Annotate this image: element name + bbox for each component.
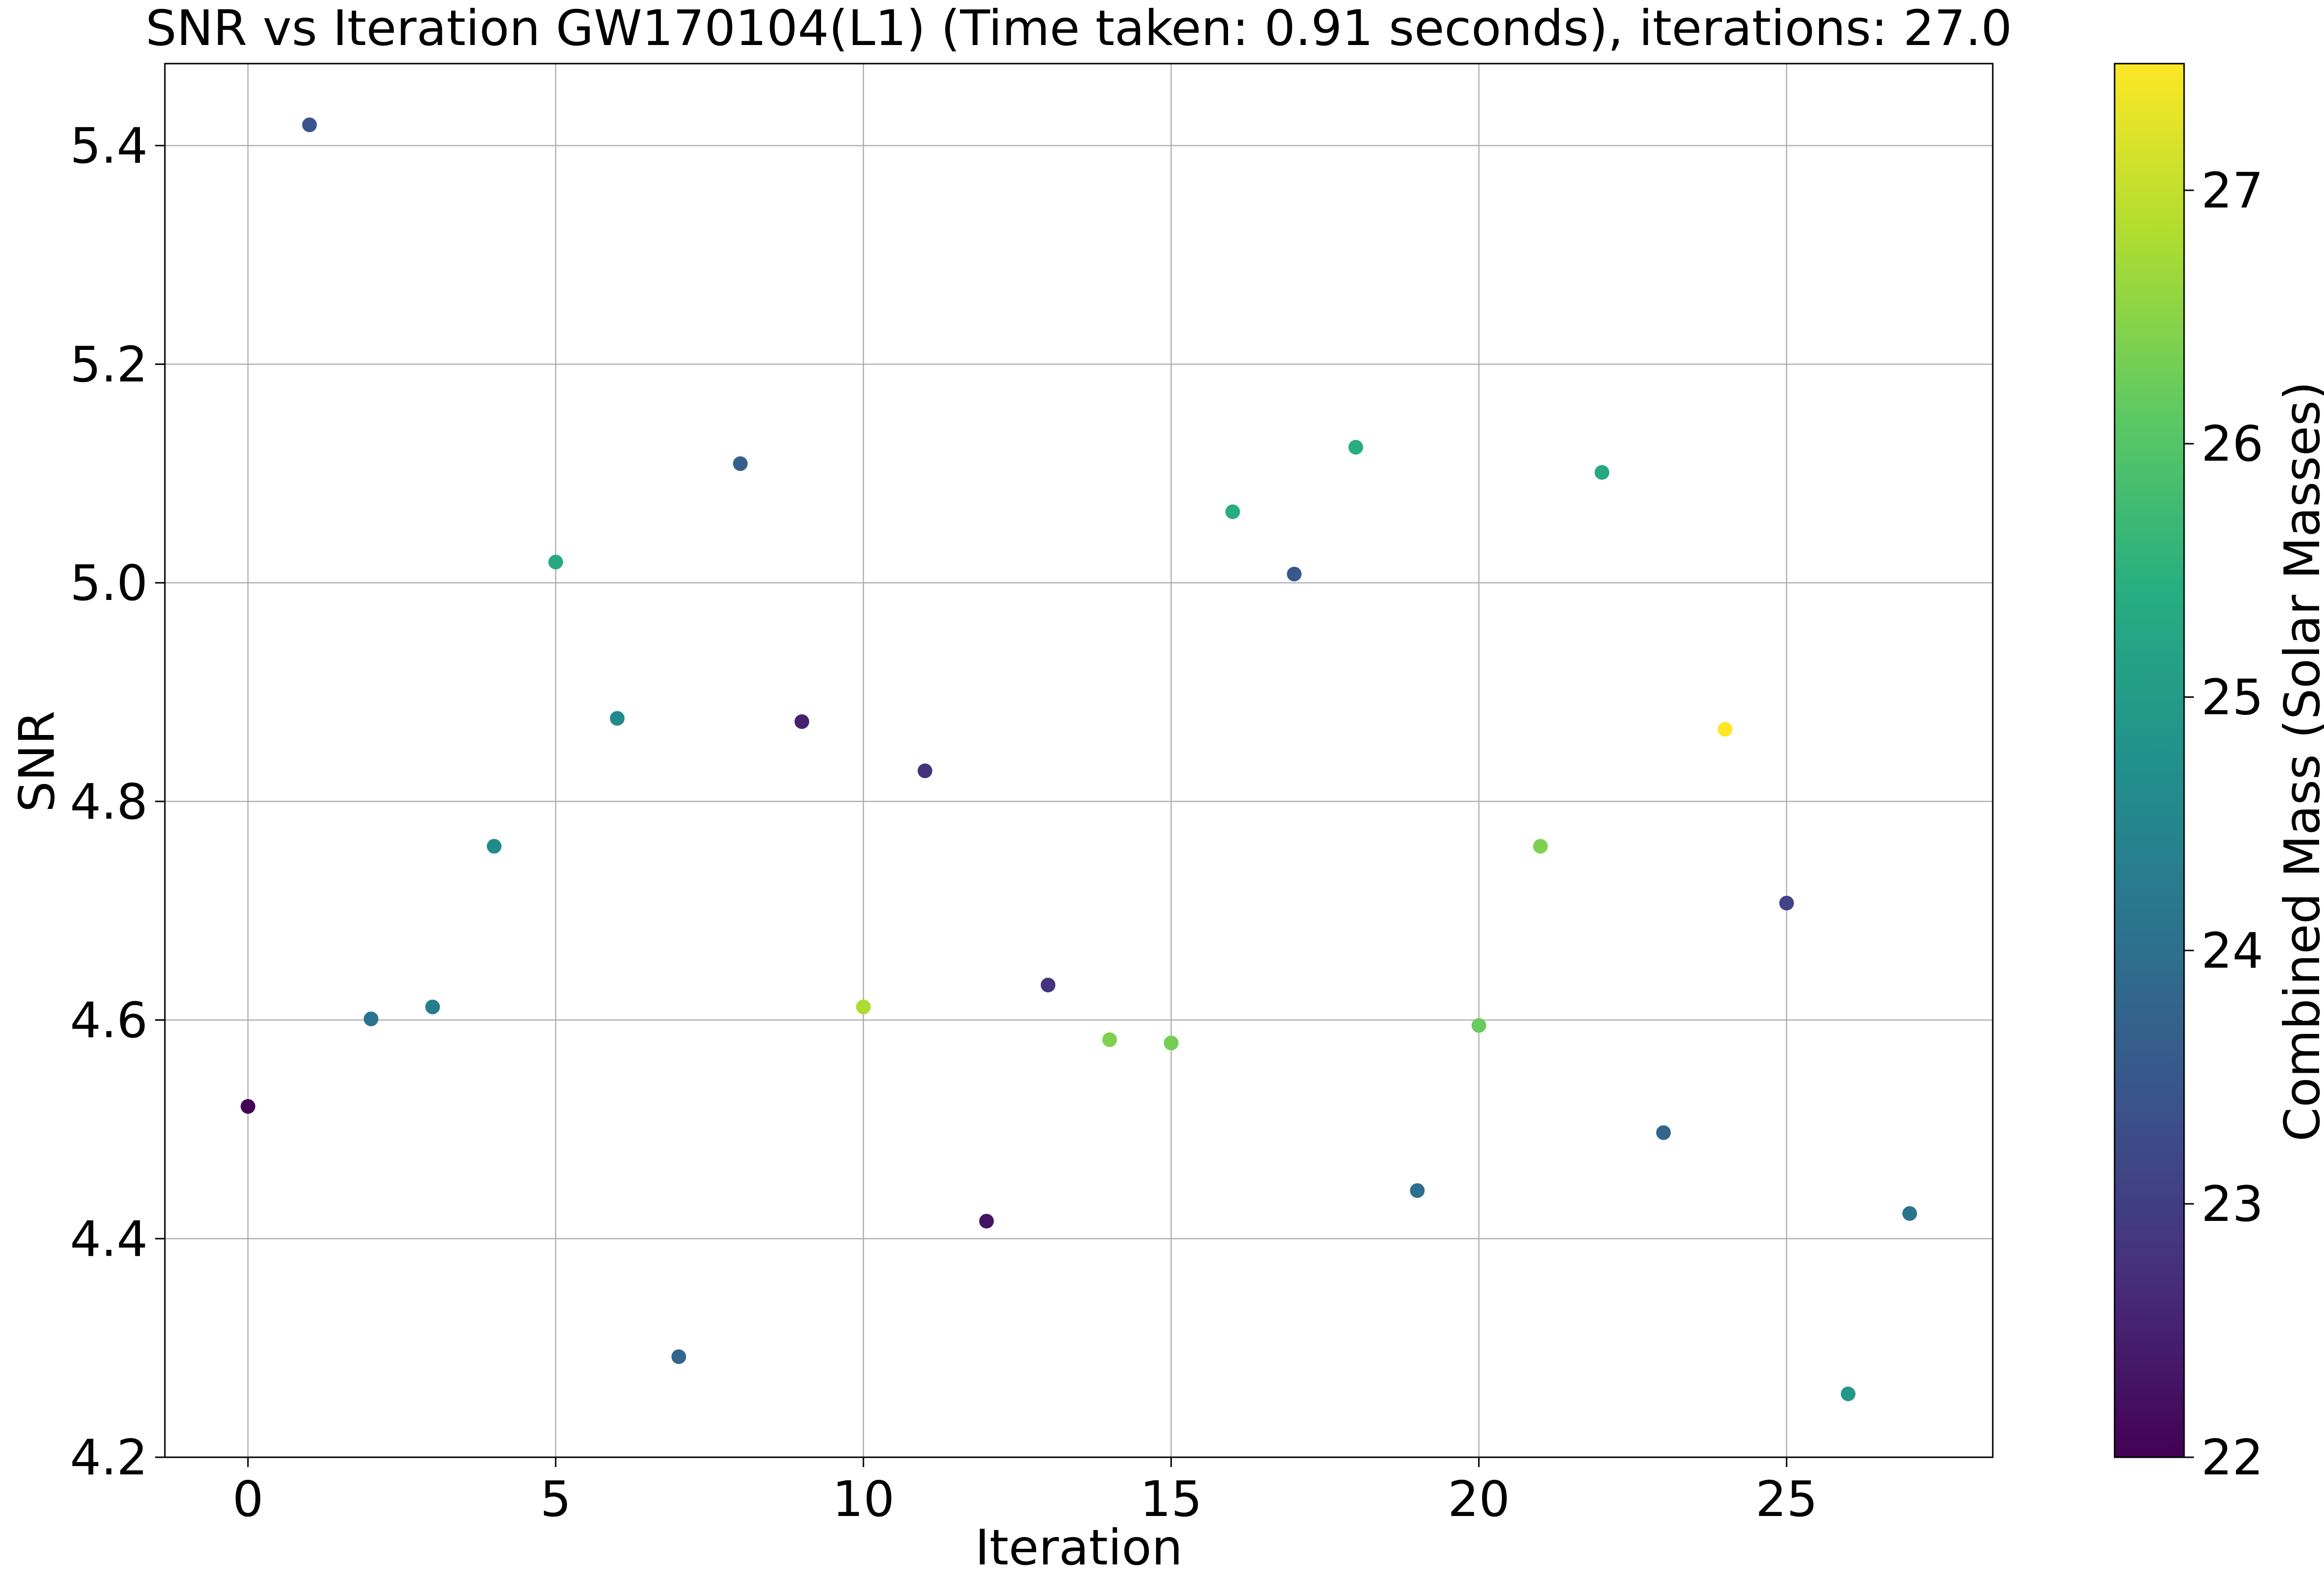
data-point [671, 1349, 686, 1364]
data-point [610, 711, 625, 726]
y-tick-label: 5.2 [70, 336, 148, 393]
x-tick-label: 0 [232, 1470, 264, 1528]
colorbar-tick-label: 26 [2201, 415, 2263, 473]
data-point [794, 714, 809, 729]
data-point [917, 763, 933, 779]
colorbar-tick-label: 22 [2201, 1429, 2263, 1486]
colorbar-tick-label: 24 [2201, 922, 2263, 979]
x-tick-label: 5 [540, 1470, 571, 1528]
y-axis-ticks: 4.2 4.4 4.6 4.8 5.0 5.2 5.4 [70, 117, 165, 1486]
x-axis-label: Iteration [975, 1519, 1183, 1576]
y-tick-label: 4.2 [70, 1429, 148, 1486]
y-tick-label: 4.6 [70, 992, 148, 1049]
data-point [1779, 895, 1794, 911]
data-point [486, 839, 501, 854]
data-point [1163, 1035, 1179, 1051]
data-point [979, 1214, 994, 1229]
data-point [425, 999, 440, 1014]
data-point [548, 554, 563, 570]
y-tick-label: 5.4 [70, 117, 148, 175]
data-point [1902, 1206, 1917, 1221]
data-point [1348, 440, 1364, 455]
data-point [240, 1099, 255, 1114]
data-points [240, 117, 1917, 1401]
data-point [1717, 722, 1732, 737]
x-tick-label: 25 [1755, 1470, 1818, 1528]
data-point [1595, 465, 1610, 480]
data-point [1656, 1125, 1671, 1140]
y-tick-label: 4.4 [70, 1210, 148, 1267]
y-tick-label: 5.0 [70, 554, 148, 612]
plot-area-frame [164, 63, 1994, 1458]
colorbar-ticks: 22 23 24 25 26 27 [2184, 162, 2263, 1486]
data-point [1533, 839, 1548, 854]
data-point [364, 1011, 379, 1027]
data-point [1041, 978, 1056, 993]
x-tick-label: 15 [1140, 1470, 1202, 1528]
data-point [1287, 567, 1302, 582]
data-point [1471, 1018, 1486, 1033]
colorbar-label: Combined Mass (Solar Masses) [2274, 381, 2324, 1141]
data-point [1410, 1183, 1425, 1198]
y-tick-label: 4.8 [70, 773, 148, 830]
data-point [1841, 1386, 1856, 1401]
y-axis-label: SNR [8, 711, 66, 812]
data-point [1225, 504, 1240, 519]
colorbar-tick-label: 27 [2201, 162, 2263, 219]
x-axis-ticks: 0 5 10 15 20 25 [232, 1457, 1818, 1528]
data-point [302, 117, 317, 133]
colorbar-tick-label: 23 [2201, 1175, 2263, 1233]
grid [165, 64, 1993, 1457]
colorbar [2114, 63, 2185, 1458]
x-tick-label: 10 [832, 1470, 894, 1528]
data-point [856, 999, 871, 1014]
x-tick-label: 20 [1448, 1470, 1510, 1528]
data-point [1102, 1032, 1117, 1047]
colorbar-tick-label: 25 [2201, 669, 2263, 726]
data-point [733, 456, 748, 471]
chart-title: SNR vs Iteration GW170104(L1) (Time take… [145, 0, 2012, 57]
